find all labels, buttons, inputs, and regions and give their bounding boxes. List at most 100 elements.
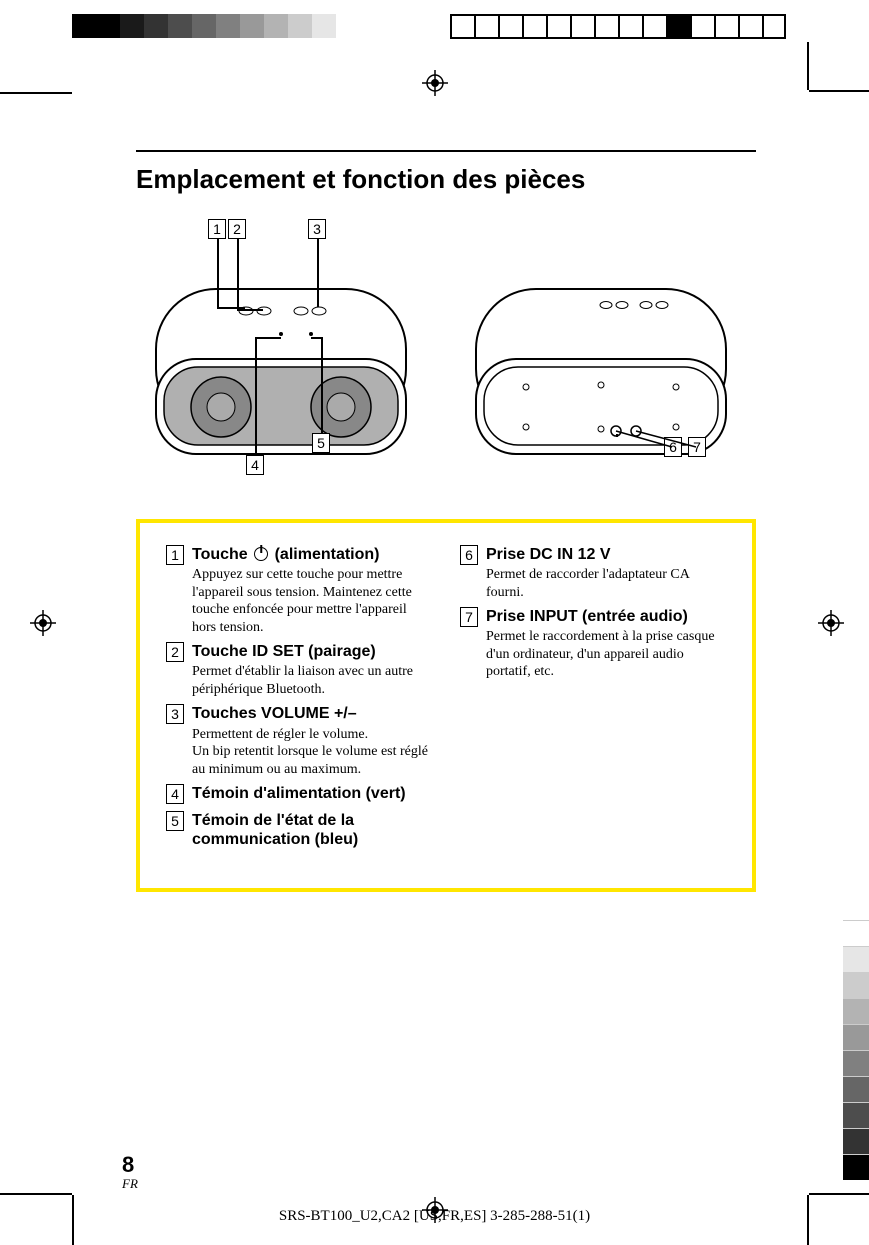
left-column: 1 Touche (alimentation) Appuyez sur cette … <box>166 545 432 858</box>
grayscale-swatch <box>312 14 336 38</box>
checker-cell <box>738 16 762 37</box>
checker-cell <box>570 16 594 37</box>
callout-entry: 3 Touches VOLUME +/– Permettent de régler … <box>166 704 432 778</box>
leader-line <box>217 239 219 307</box>
diagram-area: 1 2 3 4 5 6 7 <box>136 219 756 489</box>
callout-number-box: 1 <box>166 545 184 565</box>
grayscale-swatch <box>843 1076 869 1102</box>
grayscale-swatch <box>843 946 869 972</box>
entry-description: Permettent de régler le volume.Un bip re… <box>192 726 432 779</box>
grayscale-swatch <box>192 14 216 38</box>
entry-body: Touches VOLUME +/– Permettent de régler l… <box>192 704 432 778</box>
entry-body: Témoin de l'état de la communication (bl… <box>192 811 432 851</box>
speaker-front-diagram <box>136 259 426 479</box>
checker-cell <box>474 16 498 37</box>
entry-title: Témoin de l'état de la communication (bl… <box>192 811 432 849</box>
entry-title: Prise DC IN 12 V <box>486 545 726 564</box>
checker-cell <box>714 16 738 37</box>
crop-mark <box>807 42 809 90</box>
callout-entry: 1 Touche (alimentation) Appuyez sur cette … <box>166 545 432 636</box>
callout-entry: 7 Prise INPUT (entrée audio) Permet le rac… <box>460 607 726 681</box>
page-title: Emplacement et fonction des pièces <box>136 164 756 195</box>
entry-description: Appuyez sur cette touche pour mettre l'a… <box>192 566 432 636</box>
side-grayscale-bar <box>843 920 869 1180</box>
grayscale-swatch <box>843 1024 869 1050</box>
document-id: SRS-BT100_U2,CA2 [US,FR,ES] 3-285-288-51… <box>279 1208 590 1225</box>
entry-body: Touche ID SET (pairage) Permet d'établir … <box>192 642 432 698</box>
grayscale-swatch <box>144 14 168 38</box>
leader-line <box>321 337 323 433</box>
entry-title: Touche (alimentation) <box>192 545 432 564</box>
leader-line <box>237 309 263 311</box>
checker-cell <box>762 16 786 37</box>
grayscale-swatch <box>843 998 869 1024</box>
checker-cell <box>498 16 522 37</box>
callout-entry: 5 Témoin de l'état de la communication (b… <box>166 811 432 851</box>
callout-number: 3 <box>308 219 326 239</box>
leader-line <box>255 337 257 455</box>
callout-number-box: 2 <box>166 642 184 662</box>
leader-line <box>606 429 706 459</box>
grayscale-swatch <box>843 972 869 998</box>
entry-body: Prise INPUT (entrée audio) Permet le racc… <box>486 607 726 681</box>
callout-entry: 2 Touche ID SET (pairage) Permet d'établir… <box>166 642 432 698</box>
callout-number: 1 <box>208 219 226 239</box>
page-number: 8 <box>122 1152 138 1178</box>
checker-cell <box>666 16 690 37</box>
grayscale-swatch <box>288 14 312 38</box>
callout-number-box: 3 <box>166 704 184 724</box>
page-footer: 8 FR <box>122 1152 138 1192</box>
entry-title: Témoin d'alimentation (vert) <box>192 784 432 803</box>
leader-line <box>255 337 281 339</box>
grayscale-swatch <box>72 14 96 38</box>
callout-number-box: 6 <box>460 545 478 565</box>
printer-marks-top <box>0 14 869 46</box>
checker-cell <box>522 16 546 37</box>
entry-title: Touches VOLUME +/– <box>192 704 432 723</box>
leader-line <box>311 337 321 339</box>
grayscale-swatch <box>240 14 264 38</box>
grayscale-swatch <box>336 14 360 38</box>
crop-mark <box>0 1193 72 1195</box>
callout-entry: 4Témoin d'alimentation (vert) <box>166 784 432 805</box>
checker-cell <box>450 16 474 37</box>
callout-number: 5 <box>312 433 330 453</box>
crop-mark <box>72 1195 74 1245</box>
crop-mark <box>807 1195 809 1245</box>
checker-cell <box>546 16 570 37</box>
power-icon <box>254 547 268 561</box>
entry-description: Permet le raccordement à la prise casque… <box>486 628 726 681</box>
registration-mark-icon <box>422 70 448 96</box>
callout-number-box: 5 <box>166 811 184 831</box>
entry-body: Touche (alimentation) Appuyez sur cette t… <box>192 545 432 636</box>
checker-cell <box>618 16 642 37</box>
callout-entry: 6 Prise DC IN 12 VPermet de raccorder l'a… <box>460 545 726 601</box>
grayscale-swatch <box>843 1128 869 1154</box>
callout-number: 4 <box>246 455 264 475</box>
callout-number-box: 7 <box>460 607 478 627</box>
entry-body: Prise DC IN 12 VPermet de raccorder l'ad… <box>486 545 726 601</box>
grayscale-swatch <box>843 1154 869 1180</box>
registration-mark-icon <box>30 610 56 636</box>
grayscale-swatch <box>120 14 144 38</box>
entry-description: Permet d'établir la liaison avec un autr… <box>192 663 432 698</box>
grayscale-swatch <box>264 14 288 38</box>
crop-mark <box>809 1193 869 1195</box>
callout-number: 2 <box>228 219 246 239</box>
callout-descriptions-box: 1 Touche (alimentation) Appuyez sur cette … <box>136 519 756 892</box>
crop-mark <box>809 90 869 92</box>
grayscale-swatch <box>168 14 192 38</box>
grayscale-bar <box>72 14 384 38</box>
grayscale-swatch <box>216 14 240 38</box>
entry-title: Prise INPUT (entrée audio) <box>486 607 726 626</box>
horizontal-rule <box>136 150 756 152</box>
entry-body: Témoin d'alimentation (vert) <box>192 784 432 805</box>
grayscale-swatch <box>360 14 384 38</box>
page-content: Emplacement et fonction des pièces <box>136 150 756 892</box>
crop-mark <box>0 92 72 94</box>
grayscale-swatch <box>843 1102 869 1128</box>
checker-cell <box>690 16 714 37</box>
language-code: FR <box>122 1176 138 1192</box>
leader-line <box>317 239 319 307</box>
entry-title: Touche ID SET (pairage) <box>192 642 432 661</box>
